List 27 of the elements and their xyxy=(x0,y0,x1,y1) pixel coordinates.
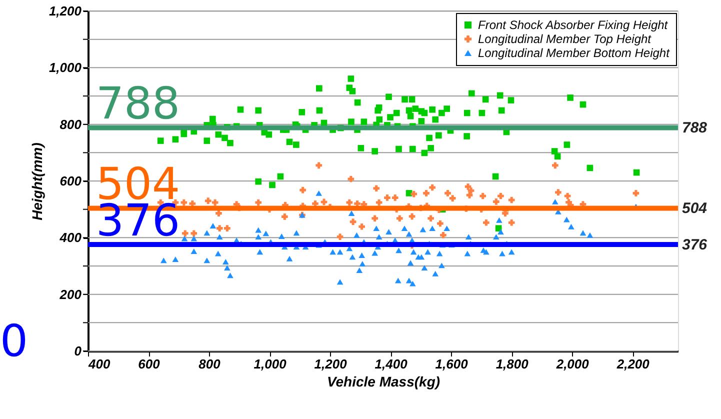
y-tick-label: 400 xyxy=(58,230,82,246)
x-tick-label: 1,200 xyxy=(314,356,348,372)
x-tick-label: 1,800 xyxy=(496,356,530,372)
legend-label: Longitudinal Member Top Height xyxy=(478,32,652,46)
x-tick-label: 1,400 xyxy=(374,356,408,372)
ref-line-label: 376 xyxy=(682,236,708,254)
y-tick-label: 600 xyxy=(60,174,82,188)
legend-label: Front Shock Absorber Fixing Height xyxy=(478,18,668,32)
x-tick-label: 2,200 xyxy=(616,356,650,372)
ref-line-label: 504 xyxy=(682,200,708,218)
y-tick-label: 800 xyxy=(60,116,82,132)
text: 0 xyxy=(0,316,28,367)
y-tick-label: 1,000 xyxy=(48,60,82,76)
y-axis-title: Height(mm) xyxy=(28,142,45,220)
y-tick-label: 200 xyxy=(58,286,82,302)
x-tick-label: 2,000 xyxy=(555,356,590,372)
x-tick-label: 600 xyxy=(138,356,161,372)
y-tick-label: 1,200 xyxy=(48,4,82,18)
x-tick-label: 400 xyxy=(88,356,111,372)
legend-label: Longitudinal Member Bottom Height xyxy=(478,46,670,60)
y-tick-label: 0 xyxy=(74,344,82,358)
x-tick-label: 800 xyxy=(198,356,222,372)
annotation: 788 xyxy=(96,78,180,130)
x-tick-label: 1,600 xyxy=(435,356,469,372)
x-tick-label: 1,000 xyxy=(254,356,288,372)
x-axis-title: Vehicle Mass(kg) xyxy=(326,374,440,390)
ref-line-label: 788 xyxy=(682,120,708,137)
